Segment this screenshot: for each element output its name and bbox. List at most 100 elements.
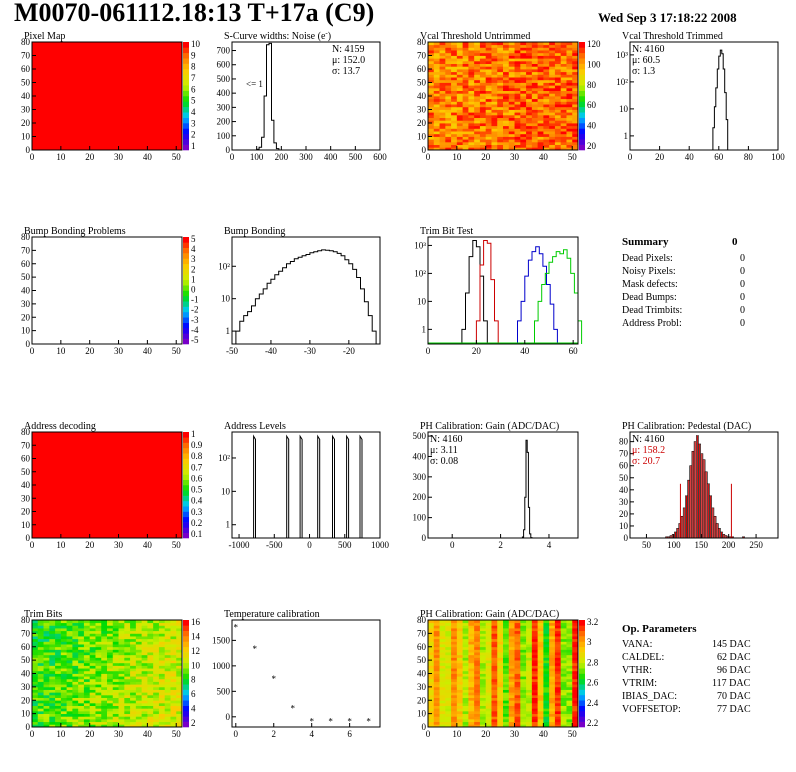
heatmap-cell — [514, 55, 521, 59]
heatmap-cell — [549, 71, 556, 75]
x-tick-label: 200 — [275, 152, 289, 162]
op-param-value: 62 DAC — [717, 652, 751, 663]
heatmap-cell — [112, 628, 119, 632]
heatmap-cell — [503, 697, 510, 701]
heatmap-cell — [531, 104, 539, 108]
heatmap-cell — [164, 689, 171, 693]
heatmap-cell — [451, 101, 458, 105]
heatmap-cell — [566, 625, 573, 629]
heatmap-cell — [101, 676, 108, 680]
colorbar-segment — [579, 641, 585, 648]
heatmap-cell — [176, 718, 183, 723]
stats-line: N: 4160 — [632, 434, 665, 445]
heatmap-cell — [158, 686, 166, 690]
heatmap-cell — [497, 123, 504, 127]
heatmap-cell — [566, 104, 573, 108]
x-tick-label: 0 — [234, 729, 239, 739]
heatmap-cell — [508, 681, 515, 685]
heatmap-cell — [549, 104, 556, 108]
heatmap-cell — [566, 60, 573, 64]
heatmap-cell — [503, 681, 510, 685]
heatmap-cell — [49, 673, 56, 677]
heatmap-cell — [95, 716, 102, 720]
heatmap-cell — [560, 689, 567, 693]
colorbar-tick-label: 2.8 — [587, 657, 599, 667]
histogram-line — [521, 439, 533, 539]
heatmap-cell — [164, 638, 171, 642]
heatmap-cell — [537, 93, 544, 97]
heatmap-cell — [55, 670, 62, 674]
heatmap-cell — [474, 104, 481, 108]
heatmap-cell — [503, 44, 510, 48]
heatmap-cell — [60, 620, 68, 624]
heatmap-cell — [433, 71, 440, 75]
heatmap-cell — [118, 628, 125, 632]
heatmap-cell — [566, 128, 573, 132]
heatmap-cell — [566, 117, 573, 121]
histogram-bar-hatch — [670, 535, 672, 538]
heatmap-cell — [537, 649, 544, 653]
heatmap-cell — [428, 620, 435, 624]
colorbar-segment — [183, 625, 189, 631]
heatmap-cell — [462, 44, 469, 48]
heatmap-cell — [428, 662, 435, 666]
heatmap-cell — [537, 638, 544, 642]
heatmap-cell — [72, 689, 79, 693]
heatmap-cell — [439, 128, 446, 132]
heatmap-cell — [66, 673, 73, 677]
heatmap-cell — [170, 676, 177, 680]
heatmap-cell — [37, 694, 44, 698]
heatmap-cell — [428, 50, 435, 54]
heatmap-cell — [462, 668, 469, 672]
heatmap-cell — [572, 125, 579, 129]
heatmap-cell — [60, 630, 68, 634]
heatmap-cell — [32, 641, 39, 645]
heatmap-cell — [55, 710, 62, 715]
heatmap-cell — [445, 700, 452, 704]
heatmap-cell — [37, 670, 44, 674]
heatmap-cell — [153, 633, 160, 637]
heatmap-cell — [479, 625, 487, 629]
heatmap-cell — [428, 716, 435, 720]
heatmap-cell — [537, 79, 544, 83]
heatmap-cell — [439, 71, 446, 75]
heatmap-cell — [491, 109, 498, 113]
heatmap-cell — [508, 657, 515, 661]
heatmap-cell — [491, 144, 498, 148]
heatmap-cell — [83, 676, 91, 680]
heatmap-cell — [572, 633, 579, 637]
heatmap-cell — [130, 622, 137, 626]
heatmap-cell — [78, 686, 85, 690]
heatmap-cell — [554, 63, 562, 67]
heatmap-cell — [107, 721, 114, 725]
heatmap-cell — [514, 66, 521, 70]
heatmap-cell — [451, 700, 458, 704]
heatmap-cell — [101, 622, 108, 626]
heatmap-cell — [49, 646, 56, 650]
heatmap-cell — [497, 82, 504, 86]
heatmap-cell — [445, 139, 452, 143]
heatmap-cell — [479, 58, 487, 62]
heatmap-cell — [566, 689, 573, 693]
heatmap-cell — [445, 77, 452, 81]
heatmap-cell — [468, 144, 475, 148]
heatmap-cell — [439, 131, 446, 135]
heatmap-cell — [497, 660, 504, 664]
heatmap-cell — [118, 692, 125, 696]
heatmap-cell — [474, 716, 481, 720]
heatmap-cell — [130, 652, 137, 656]
heatmap-cell — [439, 646, 446, 650]
x-tick-label: 40 — [685, 152, 695, 162]
x-tick-label: 10 — [56, 729, 66, 739]
heatmap-cell — [468, 668, 475, 672]
heatmap-cell — [49, 649, 56, 653]
heatmap-cell — [549, 676, 556, 680]
heatmap-cell — [474, 58, 481, 62]
heatmap-cell — [537, 44, 544, 48]
heatmap-cell — [176, 630, 183, 634]
heatmap-cell — [439, 123, 446, 127]
histogram-line — [235, 249, 377, 344]
heatmap-cell — [497, 71, 504, 75]
heatmap-cell — [439, 681, 446, 685]
heatmap-cell — [439, 692, 446, 696]
